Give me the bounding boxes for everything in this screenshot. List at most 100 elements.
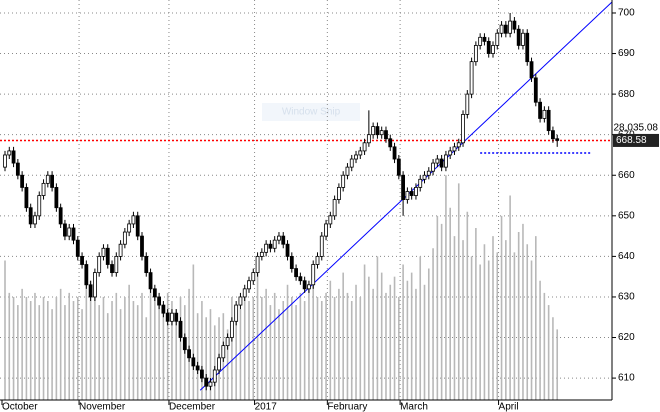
- candle-body: [521, 32, 525, 46]
- candle-body: [217, 357, 221, 371]
- candle-body: [3, 154, 7, 168]
- x-tick-label: October: [2, 402, 38, 412]
- candle-body: [58, 207, 63, 225]
- y-tick-label: 690: [618, 48, 635, 59]
- candle-body: [63, 223, 67, 237]
- candle-body: [448, 150, 453, 156]
- candle-body: [259, 251, 264, 257]
- candle-body: [255, 255, 260, 274]
- candle-body: [24, 187, 29, 209]
- candle-body: [396, 158, 401, 176]
- candle-body: [20, 174, 25, 188]
- candle-body: [80, 255, 84, 265]
- candle-body: [247, 280, 251, 290]
- candle-body: [71, 227, 76, 241]
- y-tick-label: 650: [618, 210, 635, 221]
- candle-body: [444, 154, 448, 168]
- candle-body: [546, 109, 551, 132]
- candle-body: [110, 264, 114, 274]
- y-tick-label: 660: [618, 170, 635, 181]
- annotations: [0, 1, 613, 391]
- candle-body: [135, 215, 140, 237]
- candle-body: [75, 239, 80, 257]
- y-tick-label: 640: [618, 251, 635, 262]
- candle-body: [242, 288, 247, 298]
- candle-body: [435, 158, 440, 164]
- y-tick-label: 620: [618, 332, 635, 343]
- candle-body: [277, 235, 281, 241]
- candle-body: [144, 255, 149, 274]
- candle-body: [37, 195, 42, 217]
- candle-body: [311, 264, 316, 286]
- candle-body: [392, 146, 397, 160]
- candle-body: [341, 174, 346, 188]
- candle-body: [178, 320, 183, 338]
- candle-body: [551, 130, 555, 140]
- candle-body: [538, 101, 542, 119]
- candle-body: [456, 142, 461, 148]
- candle-body: [251, 272, 256, 282]
- index-label: 28,035.08: [614, 123, 659, 134]
- candle-body: [426, 170, 431, 176]
- candle-body: [157, 296, 162, 306]
- candle-body: [336, 187, 341, 200]
- candle-body: [33, 215, 37, 225]
- candle-body: [161, 304, 166, 314]
- y-tick-label: 630: [618, 292, 635, 303]
- candle-body: [375, 126, 380, 136]
- x-tick-label: December: [169, 402, 216, 412]
- watermark: Window Snip: [282, 107, 341, 118]
- candle-body: [93, 272, 97, 298]
- candle-body: [495, 32, 500, 46]
- candle-body: [272, 239, 277, 249]
- candle-body: [131, 215, 136, 225]
- candle-body: [15, 162, 20, 176]
- candle-body: [212, 369, 217, 383]
- candle-body: [465, 93, 470, 115]
- candle-body: [388, 138, 393, 148]
- candle-body: [529, 61, 534, 79]
- candle-body: [405, 191, 410, 200]
- y-tick-label: 610: [618, 373, 635, 384]
- candle-body: [307, 284, 311, 290]
- candle-body: [298, 276, 303, 282]
- candle-body: [452, 146, 457, 152]
- candle-body: [195, 365, 200, 371]
- candle-body: [281, 235, 286, 245]
- candle-body: [516, 28, 521, 46]
- axis-labels: 610620630640650660670680690700OctoberNov…: [1, 8, 659, 412]
- candle-body: [187, 349, 191, 359]
- x-tick-label: November: [79, 402, 126, 412]
- candle-body: [170, 312, 174, 322]
- candle-body: [7, 150, 12, 156]
- candle-body: [332, 199, 337, 217]
- candle-body: [439, 158, 444, 168]
- candle-body: [533, 77, 538, 103]
- candle-body: [349, 158, 354, 168]
- candle-body: [122, 231, 127, 245]
- candle-body: [379, 130, 384, 136]
- candle-body: [140, 235, 144, 257]
- candle-body: [97, 255, 102, 274]
- candle-body: [11, 150, 16, 164]
- candle-body: [371, 126, 376, 136]
- candle-body: [54, 187, 59, 209]
- x-tick-label: February: [327, 402, 367, 412]
- candle-body: [289, 255, 294, 269]
- candle-body: [345, 166, 350, 176]
- candle-body: [542, 109, 547, 119]
- candle-body: [84, 264, 89, 286]
- candle-body: [409, 191, 414, 196]
- candle-body: [118, 243, 123, 257]
- candle-body: [486, 40, 491, 54]
- candle-body: [234, 304, 239, 322]
- candle-body: [525, 32, 530, 63]
- candle-body: [294, 268, 298, 278]
- last-price-label: 668.58: [616, 135, 647, 146]
- candle-body: [482, 36, 487, 42]
- candle-body: [148, 272, 153, 290]
- candle-body: [204, 377, 209, 387]
- candle-body: [127, 223, 132, 233]
- candle-body: [67, 227, 72, 237]
